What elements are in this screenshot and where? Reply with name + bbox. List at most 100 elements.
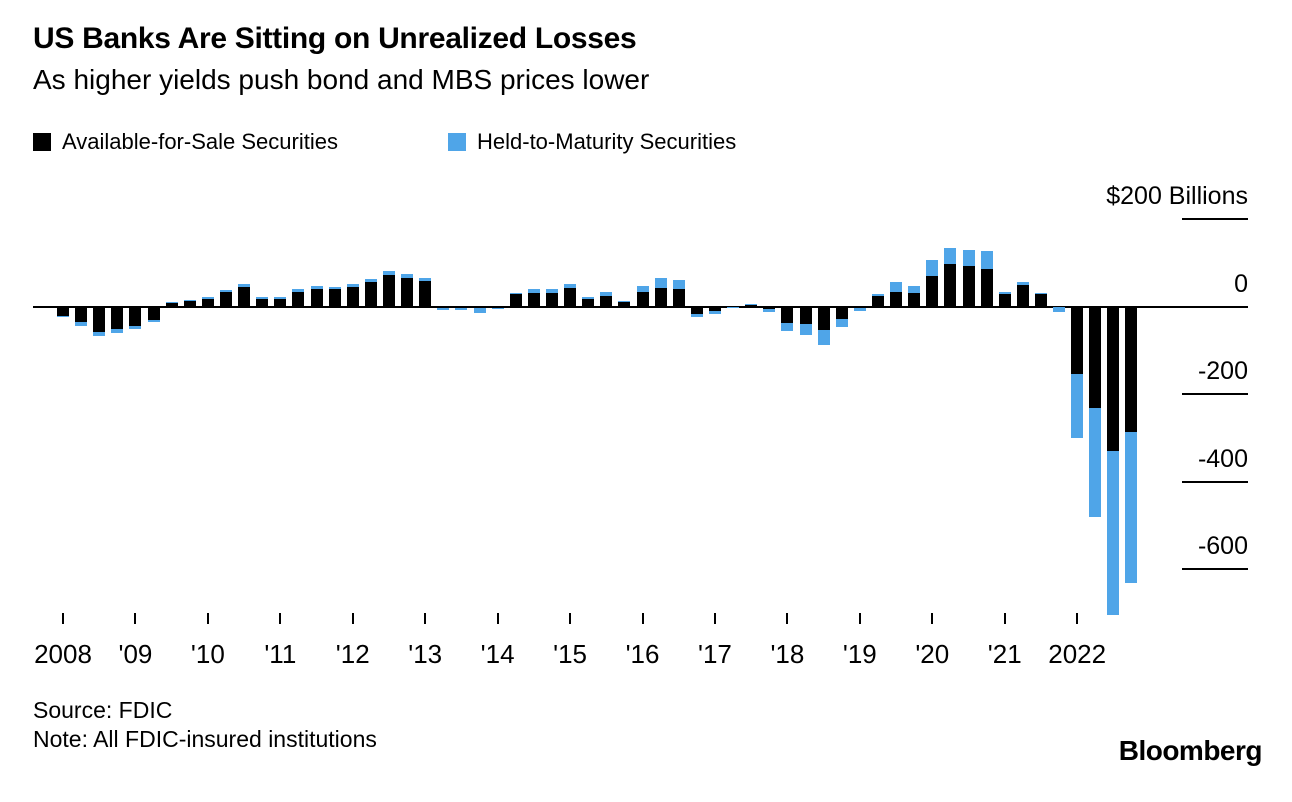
bar-segment-htm [527, 289, 540, 294]
bar-segment-afs [745, 304, 758, 307]
afs-legend-swatch-icon [33, 133, 51, 151]
bar-segment-htm [147, 319, 160, 323]
bar-segment-afs [310, 288, 323, 307]
y-axis-label: $200 Billions [1106, 181, 1248, 210]
bar-segment-htm [962, 249, 975, 267]
bar-segment-htm [890, 282, 903, 292]
bar-segment-afs [419, 281, 432, 307]
y-axis-label: -200 [1197, 357, 1248, 386]
bar-segment-htm [401, 274, 414, 278]
bar-segment-afs [1034, 293, 1047, 307]
bar-segment-htm [871, 293, 884, 296]
bar-segment-afs [75, 306, 88, 323]
bar-segment-htm [926, 259, 939, 277]
note-text: Note: All FDIC-insured institutions [33, 726, 377, 752]
bar-segment-afs [962, 266, 975, 307]
y-axis-label: 0 [1234, 269, 1248, 298]
x-axis-tick [786, 613, 789, 624]
x-axis-tick [569, 613, 572, 624]
bar-segment-htm [292, 288, 305, 292]
x-axis-label: 2008 [34, 639, 92, 669]
y-axis-label: -600 [1197, 532, 1248, 561]
bar-segment-afs [274, 299, 287, 307]
bar-segment-htm [1034, 292, 1047, 295]
chart-title: US Banks Are Sitting on Unrealized Losse… [33, 22, 637, 55]
bar-segment-htm [1016, 281, 1029, 285]
bar-segment-afs [219, 292, 232, 307]
bar-segment-htm [455, 308, 468, 310]
bar-segment-afs [527, 293, 540, 307]
legend-item-afs: Available-for-Sale Securities [33, 129, 338, 154]
bar-segment-htm [382, 270, 395, 275]
bar-segment-htm [473, 308, 486, 313]
bar-segment-htm [75, 322, 88, 326]
x-axis-label: 2022 [1048, 639, 1107, 669]
bar-segment-afs [455, 306, 468, 309]
bar-segment-htm [582, 297, 595, 299]
bar-segment-afs [781, 306, 794, 323]
bar-segment-afs [183, 301, 196, 307]
bar-segment-afs [618, 301, 631, 307]
bar-segment-afs [1053, 306, 1066, 308]
x-axis-tick [206, 613, 209, 624]
bar-segment-afs [636, 292, 649, 307]
bar-segment-htm [238, 284, 251, 288]
bar-segment-htm [727, 306, 740, 309]
bar-segment-afs [238, 287, 251, 307]
bar-segment-afs [93, 306, 106, 332]
bar-segment-afs [1071, 306, 1084, 375]
bar-segment-afs [364, 281, 377, 307]
bar-segment-htm [618, 300, 631, 303]
bar-segment-htm [654, 277, 667, 289]
bar-segment-afs [980, 268, 993, 307]
bar-segment-afs [890, 291, 903, 307]
bar-segment-afs [473, 306, 486, 309]
x-axis-tick [62, 613, 64, 624]
bar-segment-afs [817, 306, 830, 331]
bar-segment-htm [781, 322, 794, 332]
bar-segment-htm [998, 292, 1011, 294]
x-axis-tick [351, 613, 354, 624]
x-axis-label: '10 [190, 639, 225, 669]
x-axis-label: '14 [480, 639, 515, 669]
y-axis-tick [1182, 568, 1248, 571]
x-axis-label: '13 [408, 639, 443, 669]
bar-segment-afs [491, 306, 504, 308]
bar-segment-htm [509, 292, 522, 295]
bar-segment-htm [636, 286, 649, 293]
y-axis-tick [1182, 217, 1248, 220]
bar-segment-afs [201, 299, 214, 307]
bar-segment-afs [564, 288, 577, 307]
x-axis-tick [424, 613, 427, 624]
bar-segment-afs [582, 298, 595, 307]
bar-segment-afs [509, 294, 522, 307]
bar-segment-afs [346, 286, 359, 307]
bar-segment-afs [998, 293, 1011, 307]
bar-segment-htm [908, 286, 921, 293]
bar-segment-htm [491, 307, 504, 310]
bar-segment-htm [183, 299, 196, 302]
bar-segment-htm [745, 303, 758, 306]
x-axis-label: '21 [987, 639, 1022, 669]
bar-segment-afs [292, 291, 305, 307]
bar-segment-htm [763, 309, 776, 312]
bar-segment-afs [835, 306, 848, 319]
bar-segment-htm [690, 314, 703, 318]
bar-segment-htm [256, 297, 269, 299]
chart-legend: Available-for-Sale Securities Held-to-Ma… [0, 129, 1292, 156]
bar-segment-afs [944, 264, 957, 307]
bar-segment-afs [799, 306, 812, 325]
bar-segment-htm [799, 324, 812, 336]
bar-segment-afs [545, 292, 558, 307]
bloomberg-logo: Bloomberg [1118, 735, 1263, 766]
bar-segment-afs [672, 288, 685, 307]
y-axis-label: -400 [1197, 444, 1248, 473]
bar-segment-htm [165, 301, 178, 304]
bar-segment-afs [129, 306, 142, 326]
x-axis-tick [1003, 613, 1006, 624]
bar-segment-htm [944, 247, 957, 265]
bar-segment-afs [690, 306, 703, 315]
x-axis-label: '19 [842, 639, 877, 669]
bar-segment-htm [600, 291, 613, 296]
